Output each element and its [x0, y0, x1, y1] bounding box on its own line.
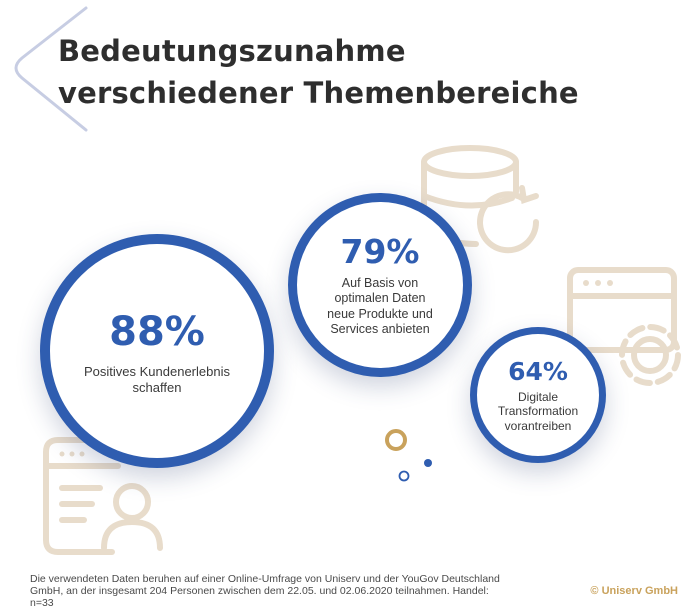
bubble-value-label: 79%	[340, 232, 420, 271]
bubble-category-label: Positives Kundenerlebnis schaffen	[84, 364, 230, 395]
bubble-category-label: Digitale Transformation vorantreiben	[497, 389, 579, 433]
copyright-brand: © Uniserv GmbH	[590, 585, 678, 597]
browser-gear-icon	[567, 267, 681, 386]
bubble-value-label: 64%	[508, 356, 568, 386]
chevron-left-icon	[14, 6, 88, 132]
bubble-category-label: Auf Basis von optimalen Daten neue Produ…	[327, 276, 433, 336]
bubble-kundenerlebnis: 88% Positives Kundenerlebnis schaffen	[40, 234, 274, 468]
bubble-produkte-services: 79% Auf Basis von optimalen Daten neue P…	[288, 193, 472, 377]
decorative-dots	[385, 429, 432, 482]
user-profile-icon	[43, 437, 163, 555]
title-line-1: Bedeutungszunahme	[58, 34, 406, 68]
page-title: Bedeutungszunahme verschiedener Themenbe…	[58, 30, 579, 114]
bubble-digitale-transformation: 64% Digitale Transformation vorantreiben	[470, 327, 606, 463]
source-footnote: Die verwendeten Daten beruhen auf einer …	[30, 573, 500, 609]
bubble-value-label: 88%	[109, 309, 205, 356]
title-line-2: verschiedener Themenbereiche	[58, 76, 579, 110]
